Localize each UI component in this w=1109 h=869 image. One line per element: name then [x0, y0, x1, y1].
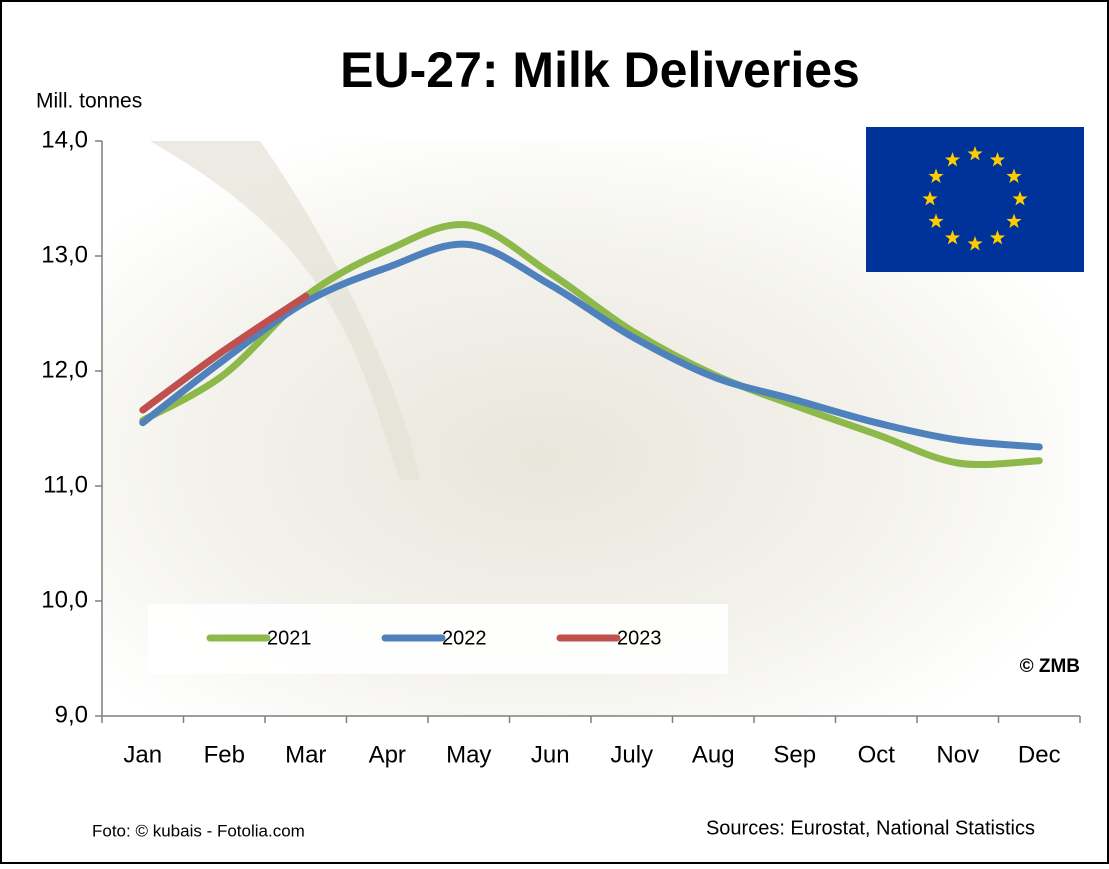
milk-stream: [150, 141, 420, 480]
x-tick-label: Jan: [123, 741, 162, 768]
line-series: [139, 292, 310, 414]
sources: Sources: Eurostat, National Statistics: [706, 817, 1035, 839]
copyright: © ZMB: [1020, 656, 1080, 677]
chart-title: EU-27: Milk Deliveries: [340, 42, 860, 98]
flag-star: [989, 230, 1006, 245]
y-tick-label: 13,0: [41, 241, 88, 268]
flag-star: [944, 152, 961, 167]
x-tick-label: Jun: [531, 741, 570, 768]
flag-star: [967, 146, 983, 161]
x-tick-label: May: [446, 741, 491, 768]
x-tick-label: Feb: [204, 741, 245, 768]
legend-label: 2021: [267, 627, 312, 649]
y-tick-label: 12,0: [41, 356, 88, 383]
flag-star: [967, 236, 983, 251]
y-tick-label: 9,0: [55, 701, 88, 728]
flag-star: [928, 213, 944, 228]
flag-star: [944, 230, 961, 245]
legend-label: 2023: [617, 627, 662, 649]
x-tick-label: Oct: [858, 741, 896, 768]
y-axis-label: Mill. tonnes: [36, 90, 142, 113]
x-tick-label: July: [610, 741, 653, 768]
y-tick-label: 10,0: [41, 586, 88, 613]
y-tick-label: 14,0: [41, 126, 88, 153]
flag-star: [928, 168, 944, 183]
flag-star: [1006, 213, 1022, 228]
x-tick-label: Mar: [285, 741, 326, 768]
flag-star: [989, 152, 1006, 167]
x-tick-label: Apr: [369, 741, 406, 768]
x-tick-label: Nov: [936, 741, 979, 768]
x-tick-label: Sep: [773, 741, 816, 768]
x-tick-label: Dec: [1018, 741, 1061, 768]
line-series: [139, 240, 1043, 451]
y-tick-label: 11,0: [43, 471, 88, 498]
photo-credit: Foto: © kubais - Fotolia.com: [92, 821, 305, 840]
flag-star: [1012, 191, 1028, 206]
flag-star: [1006, 168, 1022, 183]
legend-label: 2022: [442, 627, 487, 649]
flag-star: [922, 191, 938, 206]
x-tick-label: Aug: [692, 741, 735, 768]
